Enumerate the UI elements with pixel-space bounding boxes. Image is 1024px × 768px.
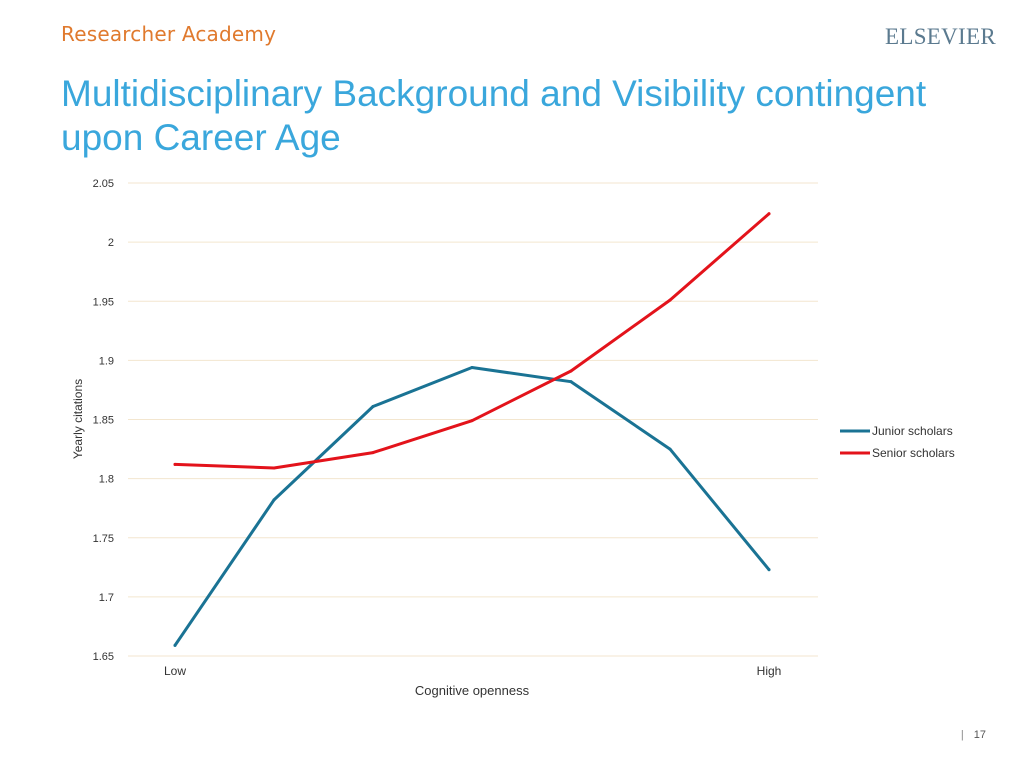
data-point-junior-scholars bbox=[767, 568, 771, 572]
legend-label-senior-scholars: Senior scholars bbox=[872, 446, 955, 460]
x-tick-labels: Low High bbox=[164, 664, 781, 678]
data-point-senior-scholars bbox=[569, 369, 573, 373]
data-point-senior-scholars bbox=[272, 466, 276, 470]
slide-title: Multidisciplinary Background and Visibil… bbox=[61, 73, 927, 158]
publisher-logo-text: ELSEVIER bbox=[885, 24, 996, 49]
data-point-junior-scholars bbox=[470, 365, 474, 369]
legend: Junior scholars Senior scholars bbox=[840, 424, 955, 460]
data-point-senior-scholars bbox=[470, 419, 474, 423]
y-tick-label: 2 bbox=[108, 237, 114, 249]
data-point-senior-scholars bbox=[767, 212, 771, 216]
series-lines bbox=[173, 212, 771, 647]
data-point-junior-scholars bbox=[371, 404, 375, 408]
brand-logo-text: Researcher Academy bbox=[61, 22, 277, 46]
y-axis-label: Yearly citations bbox=[71, 379, 85, 459]
page-number: 17 bbox=[973, 729, 986, 741]
y-tick-labels: 2.05 2 1.95 1.9 1.85 1.8 1.75 1.7 1.65 bbox=[93, 178, 114, 663]
footer: | 17 bbox=[961, 729, 986, 741]
x-axis-label: Cognitive openness bbox=[415, 683, 530, 698]
data-point-junior-scholars bbox=[173, 643, 177, 647]
data-point-senior-scholars bbox=[371, 451, 375, 455]
y-tick-label: 1.85 bbox=[93, 415, 114, 427]
y-tick-label: 1.9 bbox=[99, 355, 114, 367]
x-tick-label: High bbox=[757, 664, 782, 678]
y-tick-label: 1.65 bbox=[93, 651, 114, 663]
data-point-senior-scholars bbox=[173, 462, 177, 466]
data-point-senior-scholars bbox=[668, 298, 672, 302]
legend-label-junior-scholars: Junior scholars bbox=[872, 424, 953, 438]
series-line-junior-scholars bbox=[173, 366, 771, 647]
series-line-senior-scholars bbox=[173, 212, 771, 470]
data-point-junior-scholars bbox=[668, 447, 672, 451]
y-tick-label: 1.95 bbox=[93, 296, 114, 308]
y-tick-label: 2.05 bbox=[93, 178, 114, 190]
data-point-junior-scholars bbox=[272, 498, 276, 502]
footer-separator: | bbox=[960, 729, 964, 741]
y-tick-label: 1.7 bbox=[99, 592, 114, 604]
y-tick-label: 1.75 bbox=[93, 533, 114, 545]
y-tick-label: 1.8 bbox=[99, 474, 114, 486]
x-tick-label: Low bbox=[164, 664, 186, 678]
data-point-junior-scholars bbox=[569, 380, 573, 384]
